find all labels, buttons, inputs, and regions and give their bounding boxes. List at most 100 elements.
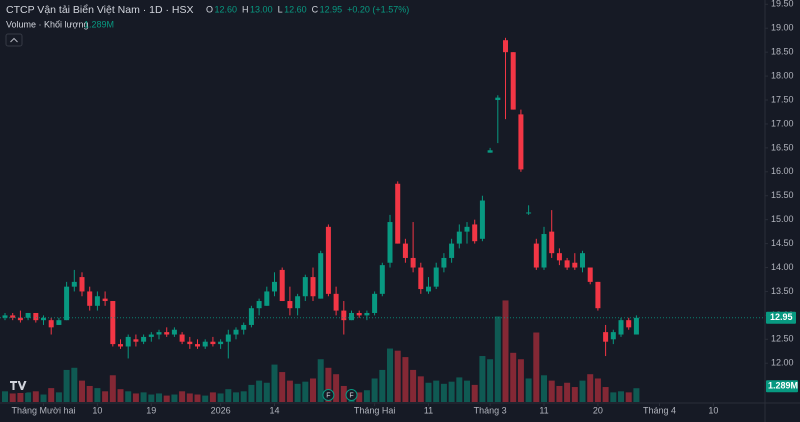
- volume-bar: [433, 380, 440, 402]
- candle-body: [426, 286, 432, 292]
- candle-body: [17, 317, 23, 321]
- candle-body: [479, 200, 485, 239]
- volume-bar: [317, 359, 324, 402]
- volume-bar: [17, 389, 24, 402]
- ohlc-label: H: [242, 4, 249, 14]
- volume-bar: [571, 387, 578, 402]
- volume-bar: [363, 390, 370, 402]
- volume-bar: [494, 316, 501, 402]
- candle-body: [464, 226, 470, 232]
- candle-body: [587, 267, 593, 282]
- volume-bar: [294, 383, 301, 402]
- candle-body: [572, 262, 578, 268]
- volume-bar: [109, 375, 116, 402]
- x-tick-label: Tháng 3: [474, 405, 507, 415]
- volume-bar: [371, 378, 378, 402]
- volume-bar: [448, 381, 455, 402]
- volume-bar: [209, 392, 216, 402]
- volume-bar: [2, 391, 9, 402]
- ohlc-legend: O 12.60 H 13.00 L 12.60 C 12.95 +0.20 (+1.57%): [206, 4, 409, 14]
- event-label: F: [326, 392, 330, 399]
- candle-body: [48, 320, 54, 328]
- y-tick-label: 19.50: [771, 0, 794, 9]
- volume-bar: [625, 392, 632, 402]
- candle-body: [233, 329, 239, 335]
- x-tick-label: 11: [539, 405, 548, 415]
- candle-body: [248, 308, 254, 325]
- collapse-button[interactable]: [5, 33, 23, 47]
- candle-body: [402, 243, 408, 258]
- ohlc-value: 12.60: [284, 4, 307, 14]
- candle-body: [518, 114, 524, 170]
- candle-body: [187, 341, 193, 345]
- ohlc-label: O: [206, 4, 213, 14]
- candle-body: [533, 243, 539, 268]
- volume-bar: [248, 384, 255, 402]
- volume-bar: [256, 380, 263, 402]
- candle-body: [341, 310, 347, 321]
- volume-title: Volume · Khối lượng: [6, 19, 88, 29]
- candle-body: [133, 339, 139, 342]
- y-tick-label: 16.50: [771, 142, 794, 152]
- candle-body: [56, 320, 62, 325]
- candle-body: [349, 312, 355, 321]
- candle-body: [264, 291, 270, 306]
- volume-bar: [140, 392, 147, 402]
- volume-bar: [579, 380, 586, 402]
- candle-body: [433, 267, 439, 287]
- candle-body: [595, 281, 601, 309]
- x-tick-label: 2026: [211, 405, 231, 415]
- volume-bar: [510, 352, 517, 402]
- volume-bar: [379, 369, 386, 402]
- candle-body: [526, 212, 532, 214]
- candle-body: [541, 234, 547, 268]
- candle-body: [110, 301, 116, 345]
- volume-bar: [86, 385, 93, 402]
- volume-bar: [194, 394, 201, 402]
- volume-bar: [125, 391, 132, 402]
- volume-bar: [202, 395, 209, 402]
- volume-bar: [63, 369, 70, 402]
- candle-body: [564, 260, 570, 268]
- y-tick-label: 18.00: [771, 70, 794, 80]
- candle-body: [356, 312, 362, 316]
- volume-bar: [163, 395, 170, 402]
- chevron-icon: [10, 37, 18, 43]
- volume-bar: [240, 391, 247, 402]
- candle-body: [202, 341, 208, 347]
- volume-tag-label: 1.289M: [768, 381, 798, 391]
- volume-bar: [117, 389, 124, 402]
- y-tick-label: 15.00: [771, 214, 794, 224]
- volume-bar: [594, 378, 601, 402]
- volume-bar: [417, 376, 424, 402]
- candle-body: [556, 253, 562, 261]
- volume-bar: [310, 378, 317, 402]
- candle-body: [487, 150, 493, 153]
- volume-bar: [148, 394, 155, 402]
- volume-bar: [302, 381, 309, 402]
- y-tick-label: 14.00: [771, 262, 794, 272]
- y-tick-label: 19.00: [771, 23, 794, 33]
- event-marker: [322, 389, 335, 401]
- last-price-tag: [766, 311, 796, 324]
- candle-body: [125, 336, 131, 347]
- volume-bar: [217, 393, 224, 402]
- volume-bar: [325, 367, 332, 402]
- candle-body: [64, 286, 70, 321]
- candle-body: [102, 298, 108, 302]
- candle-body: [633, 317, 639, 335]
- candle-body: [325, 226, 331, 294]
- candle-body: [164, 332, 170, 335]
- logo: [8, 377, 28, 393]
- volume-tag: [766, 380, 798, 393]
- volume-bar: [525, 378, 532, 402]
- candle-body: [364, 312, 370, 316]
- plot: [0, 37, 765, 402]
- volume-bar: [387, 348, 394, 402]
- volume-bar: [464, 380, 471, 402]
- volume-bar: [479, 356, 486, 402]
- candle-body: [2, 315, 8, 318]
- volume-bar: [517, 359, 524, 402]
- volume-bar: [102, 391, 109, 402]
